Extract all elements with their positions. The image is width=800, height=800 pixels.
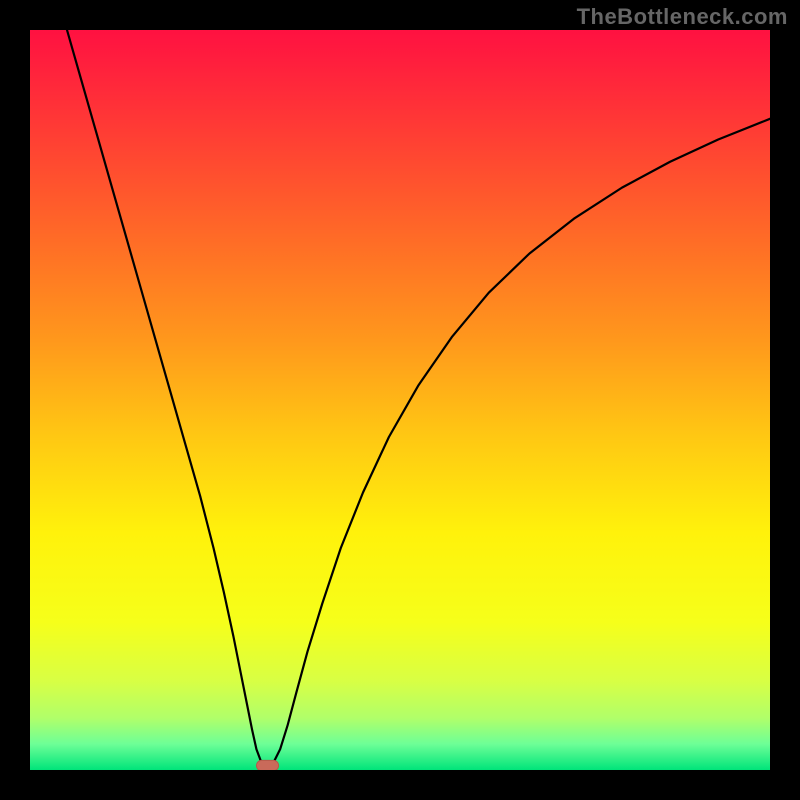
figure-root: TheBottleneck.com [0, 0, 800, 800]
bottleneck-curve [67, 30, 770, 767]
plot-area [30, 30, 770, 770]
min-marker [256, 760, 278, 770]
watermark-text: TheBottleneck.com [577, 4, 788, 30]
curve-layer [30, 30, 770, 770]
